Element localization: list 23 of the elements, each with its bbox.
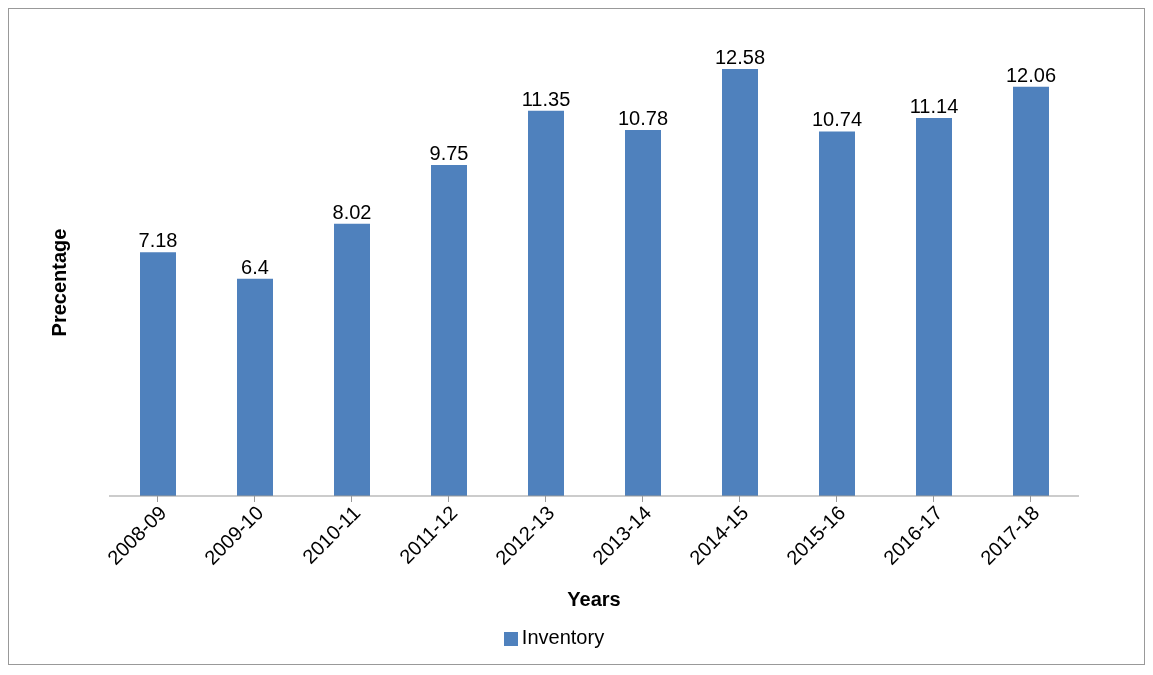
bar (916, 117, 952, 496)
data-label: 11.35 (521, 87, 571, 110)
data-label: 10.78 (617, 107, 669, 130)
data-label: 11.14 (909, 94, 959, 117)
bar (1013, 86, 1049, 496)
data-label: 10.74 (811, 108, 863, 131)
data-label: 7.18 (138, 229, 178, 252)
bar (528, 110, 564, 496)
data-label: 12.58 (714, 46, 766, 68)
data-label: 9.75 (429, 142, 469, 165)
bar (722, 69, 758, 496)
data-label: 12.06 (1005, 63, 1057, 86)
bar (237, 278, 273, 496)
bar (625, 130, 661, 496)
data-label: 8.02 (332, 200, 372, 223)
bar (140, 252, 176, 496)
bar (819, 131, 855, 496)
legend-label: Inventory (521, 626, 605, 648)
x-axis-title: Years (567, 588, 621, 610)
bar (431, 165, 467, 496)
data-label: 6.4 (241, 255, 269, 278)
bar (334, 223, 370, 496)
y-axis-title: Precentage (48, 228, 71, 337)
